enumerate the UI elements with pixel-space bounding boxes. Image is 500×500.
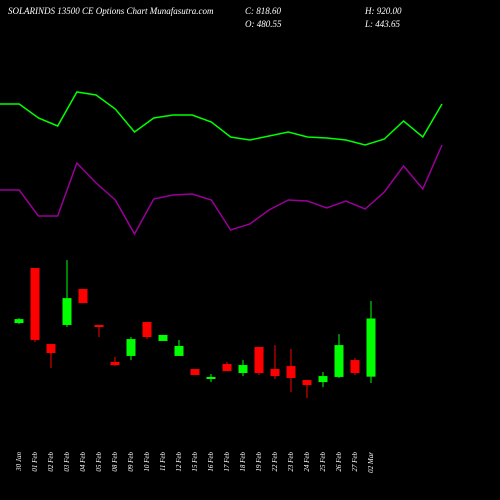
candle-body: [302, 380, 312, 386]
candle-body: [270, 369, 280, 377]
x-tick-label: 26 Feb: [335, 452, 343, 472]
candle-body: [318, 376, 328, 383]
x-tick-label: 09 Feb: [127, 452, 135, 472]
candle-body: [238, 365, 248, 373]
candle-body: [174, 345, 184, 356]
x-tick-label: 02 Mar: [367, 452, 375, 473]
candle-body: [206, 376, 216, 380]
x-tick-label: 17 Feb: [223, 452, 231, 472]
candle-body: [62, 298, 72, 325]
candle-body: [30, 267, 40, 340]
x-tick-label: 04 Feb: [79, 452, 87, 472]
candle-body: [158, 334, 168, 341]
candle-body: [334, 345, 344, 377]
line-series: [0, 144, 443, 236]
candle-body: [366, 318, 376, 377]
candle-body: [142, 322, 152, 338]
x-tick-label: 10 Feb: [143, 452, 151, 472]
x-tick-label: 30 Jan: [15, 452, 23, 472]
line-series: [0, 91, 443, 146]
candle-body: [254, 346, 264, 373]
x-tick-label: 24 Feb: [303, 452, 311, 472]
candle-body: [94, 324, 104, 328]
candle-body: [350, 360, 360, 373]
x-tick-label: 18 Feb: [239, 452, 247, 472]
x-tick-label: 15 Feb: [191, 452, 199, 472]
candle-body: [46, 344, 56, 354]
candle-body: [126, 339, 136, 356]
x-tick-label: 11 Feb: [159, 452, 167, 472]
x-tick-label: 05 Feb: [95, 452, 103, 472]
close-text: C: 818.60: [245, 6, 282, 16]
x-tick-label: 19 Feb: [255, 452, 263, 472]
chart-title: SOLARINDS 13500 CE Options Chart Munafas…: [8, 6, 214, 16]
x-tick-label: 08 Feb: [111, 452, 119, 472]
x-tick-label: 01 Feb: [31, 452, 39, 472]
x-tick-label: 12 Feb: [175, 452, 183, 472]
candle-body: [110, 361, 120, 366]
x-tick-label: 22 Feb: [271, 452, 279, 472]
x-tick-label: 23 Feb: [287, 452, 295, 472]
candle-body: [286, 366, 296, 378]
x-tick-label: 03 Feb: [63, 452, 71, 472]
low-text: L: 443.65: [364, 19, 401, 29]
x-tick-label: 02 Feb: [47, 452, 55, 472]
candle-body: [222, 364, 232, 372]
x-tick-label: 25 Feb: [319, 452, 327, 472]
candle-body: [14, 319, 24, 324]
candle-body: [78, 288, 88, 304]
candle-body: [190, 369, 200, 376]
x-tick-label: 16 Feb: [207, 452, 215, 472]
x-tick-label: 27 Feb: [351, 452, 359, 472]
high-text: H: 920.00: [364, 6, 402, 16]
open-text: O: 480.55: [245, 19, 282, 29]
